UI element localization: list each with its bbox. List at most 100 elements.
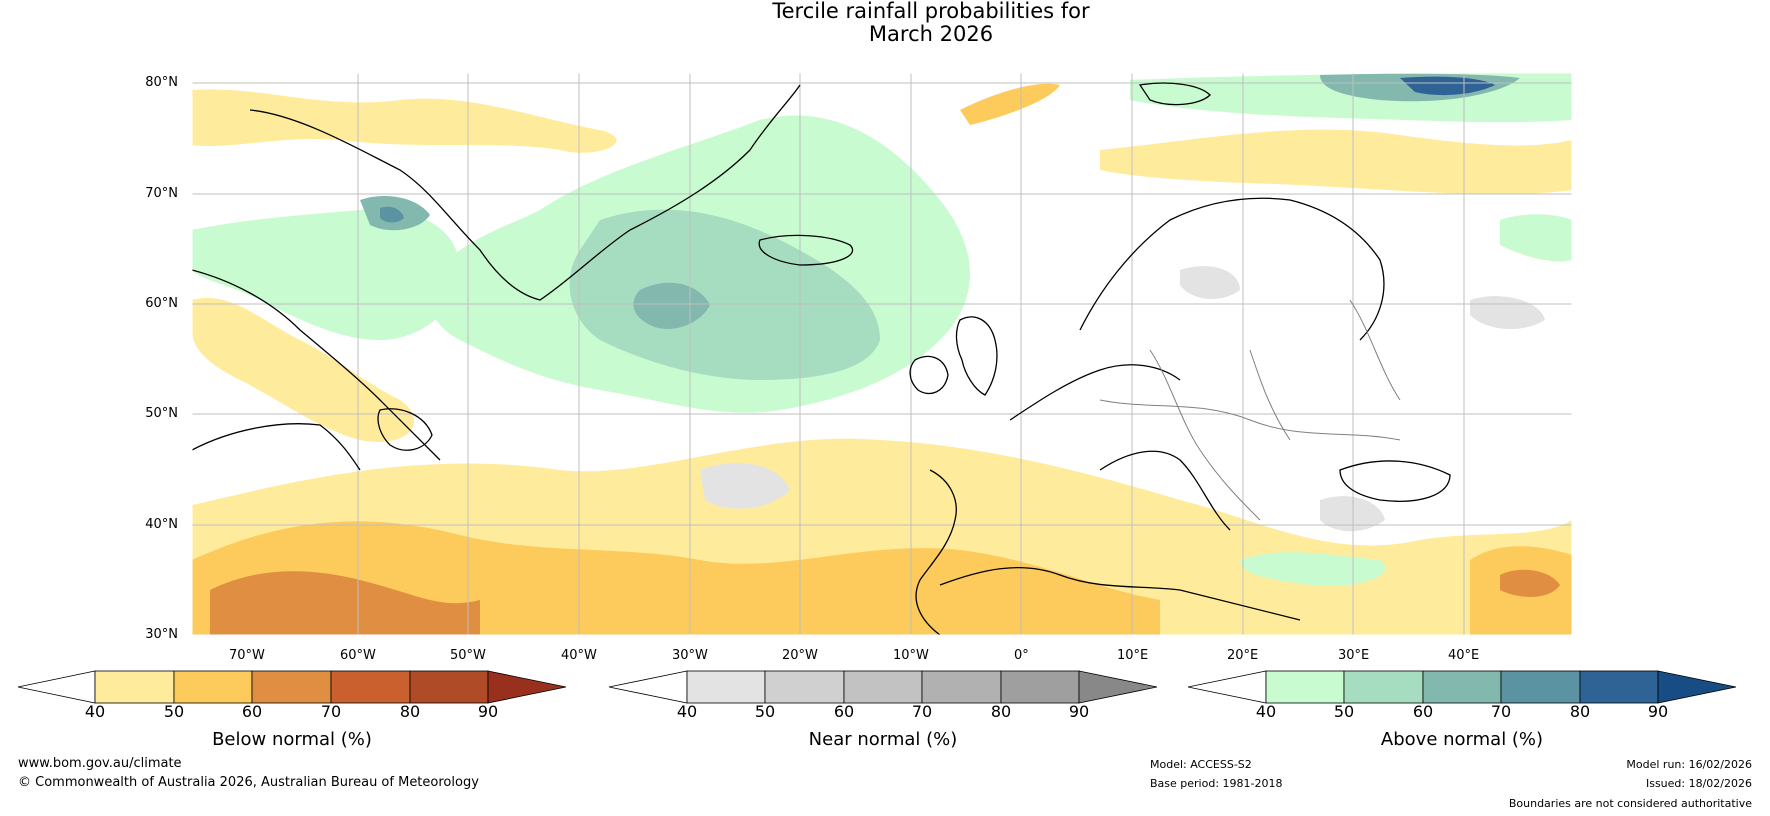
border-4: [1349, 299, 1401, 401]
footer-disclaimer: Boundaries are not considered authoritat…: [1508, 797, 1752, 810]
above-normal-region-atlantic-60: [633, 282, 710, 329]
north-africa-coast: [939, 566, 1301, 621]
lon-label-0: 0°: [1014, 648, 1029, 663]
lat-label-30n: 30°N: [145, 627, 178, 642]
colorbar-near-extend-high: [1078, 670, 1158, 704]
colorbar-near-bin-3: [843, 670, 923, 704]
colorbar-above-bin-4: [1500, 670, 1581, 704]
probability-field: [192, 73, 1572, 635]
colorbar-above-tick-60: 60: [1412, 702, 1434, 721]
title-line-1: Tercile rainfall probabilities for: [772, 0, 1090, 23]
near-normal-region-3: [1180, 266, 1240, 300]
colorbar-above-extend-high: [1657, 670, 1737, 704]
colorbar-above-bin-5: [1579, 670, 1659, 704]
colorbar-above-bin-1: [1265, 670, 1345, 704]
lon-label-40w: 40°W: [561, 648, 597, 663]
title-line-2: March 2026: [868, 22, 994, 46]
colorbar-below-tick-40: 40: [84, 702, 106, 721]
colorbar-above-title: Above normal (%): [1380, 729, 1544, 750]
colorbar-above-tick-40: 40: [1255, 702, 1277, 721]
colorbar-below-bin-3: [251, 670, 332, 704]
footer-copyright: © Commonwealth of Australia 2026, Austra…: [18, 775, 479, 790]
country-borders: [1099, 299, 1401, 521]
colorbar-above-tick-90: 90: [1647, 702, 1669, 721]
colorbar-near-extend-low: [608, 670, 688, 704]
lon-label-50w: 50°W: [450, 648, 486, 663]
gulf-stlawrence: [192, 423, 361, 471]
border-1: [1099, 399, 1401, 441]
above-normal-region-arctic-80: [1400, 76, 1495, 96]
lat-label-40n: 40°N: [145, 517, 178, 532]
lon-label-30w: 30°W: [672, 648, 708, 663]
lat-label-70n: 70°N: [145, 186, 178, 201]
colorbar-below-bin-5: [409, 670, 489, 704]
below-normal-region-north: [192, 89, 617, 153]
footer-issued: Issued: 18/02/2026: [1645, 777, 1752, 790]
footer-model: Model: ACCESS-S2: [1150, 758, 1252, 771]
colorbar-below-bin-4: [330, 670, 411, 704]
above-normal-region-atlantic-50: [569, 209, 880, 380]
colorbar-above: [1187, 670, 1737, 704]
below-normal-region-labrador: [192, 298, 415, 442]
uk-coast: [955, 316, 998, 396]
iberia-africa-coast: [915, 469, 957, 635]
colorbar-near-bin-5: [1000, 670, 1080, 704]
footer-base-period: Base period: 1981-2018: [1150, 777, 1283, 790]
chart-title: Tercile rainfall probabilities for March…: [0, 0, 1770, 46]
border-2: [1149, 349, 1261, 521]
ireland-coast: [909, 355, 949, 395]
colorbar-below: [17, 670, 567, 704]
lon-label-10w: 10°W: [893, 648, 929, 663]
colorbar-near-tick-90: 90: [1068, 702, 1090, 721]
footer-site-link[interactable]: www.bom.gov.au/climate: [18, 756, 182, 771]
lon-label-60w: 60°W: [340, 648, 376, 663]
footer-model-run: Model run: 16/02/2026: [1626, 758, 1752, 771]
colorbar-near-tick-40: 40: [676, 702, 698, 721]
lon-label-70w: 70°W: [229, 648, 265, 663]
colorbar-near-bin-4: [921, 670, 1002, 704]
europe-coast: [1009, 364, 1231, 531]
above-normal-region-mideast: [1240, 552, 1386, 586]
below-normal-region-east-70: [1500, 569, 1560, 597]
colorbar-below-tick-90: 90: [477, 702, 499, 721]
svalbard-coast: [1138, 82, 1211, 106]
colorbar-near: [608, 670, 1158, 704]
lon-label-10e: 10°E: [1117, 648, 1149, 663]
colorbar-above-bin-3: [1422, 670, 1502, 704]
newfoundland-coast: [377, 408, 433, 451]
colorbar-below-bin-1: [94, 670, 175, 704]
lat-label-80n: 80°N: [145, 75, 178, 90]
colorbar-above-extend-low: [1187, 670, 1267, 704]
colorbar-below-tick-70: 70: [320, 702, 342, 721]
below-normal-region-svalbard: [960, 83, 1060, 125]
graticule: [192, 73, 1572, 635]
near-normal-region-1: [700, 462, 790, 509]
lat-label-60n: 60°N: [145, 296, 178, 311]
colorbar-below-tick-50: 50: [163, 702, 185, 721]
colorbar-near-bin-1: [686, 670, 766, 704]
colorbar-near-title: Near normal (%): [808, 729, 958, 750]
colorbar-below-extend-high: [487, 670, 567, 704]
coastlines: [192, 82, 1451, 635]
colorbar-near-tick-70: 70: [911, 702, 933, 721]
lat-label-50n: 50°N: [145, 406, 178, 421]
black-sea-coast: [1339, 460, 1451, 502]
map-frame: [191, 72, 1573, 636]
lon-label-40e: 40°E: [1448, 648, 1480, 663]
colorbar-below-tick-80: 80: [399, 702, 421, 721]
above-normal-region-labrador: [192, 209, 460, 340]
above-normal-region-baffin-70: [380, 206, 404, 223]
iceland-coast: [758, 234, 853, 266]
labrador-coast: [192, 269, 441, 461]
colorbar-above-tick-50: 50: [1333, 702, 1355, 721]
above-normal-region-russia: [1500, 214, 1572, 262]
colorbar-above-tick-70: 70: [1490, 702, 1512, 721]
colorbar-near-bin-2: [764, 670, 845, 704]
colorbar-below-tick-60: 60: [241, 702, 263, 721]
below-normal-region-south-70: [210, 571, 480, 635]
colorbar-below-extend-low: [17, 670, 96, 704]
colorbar-above-bin-2: [1343, 670, 1424, 704]
scandinavia-coast: [1079, 197, 1385, 341]
colorbar-near-tick-80: 80: [990, 702, 1012, 721]
lon-label-20e: 20°E: [1227, 648, 1259, 663]
